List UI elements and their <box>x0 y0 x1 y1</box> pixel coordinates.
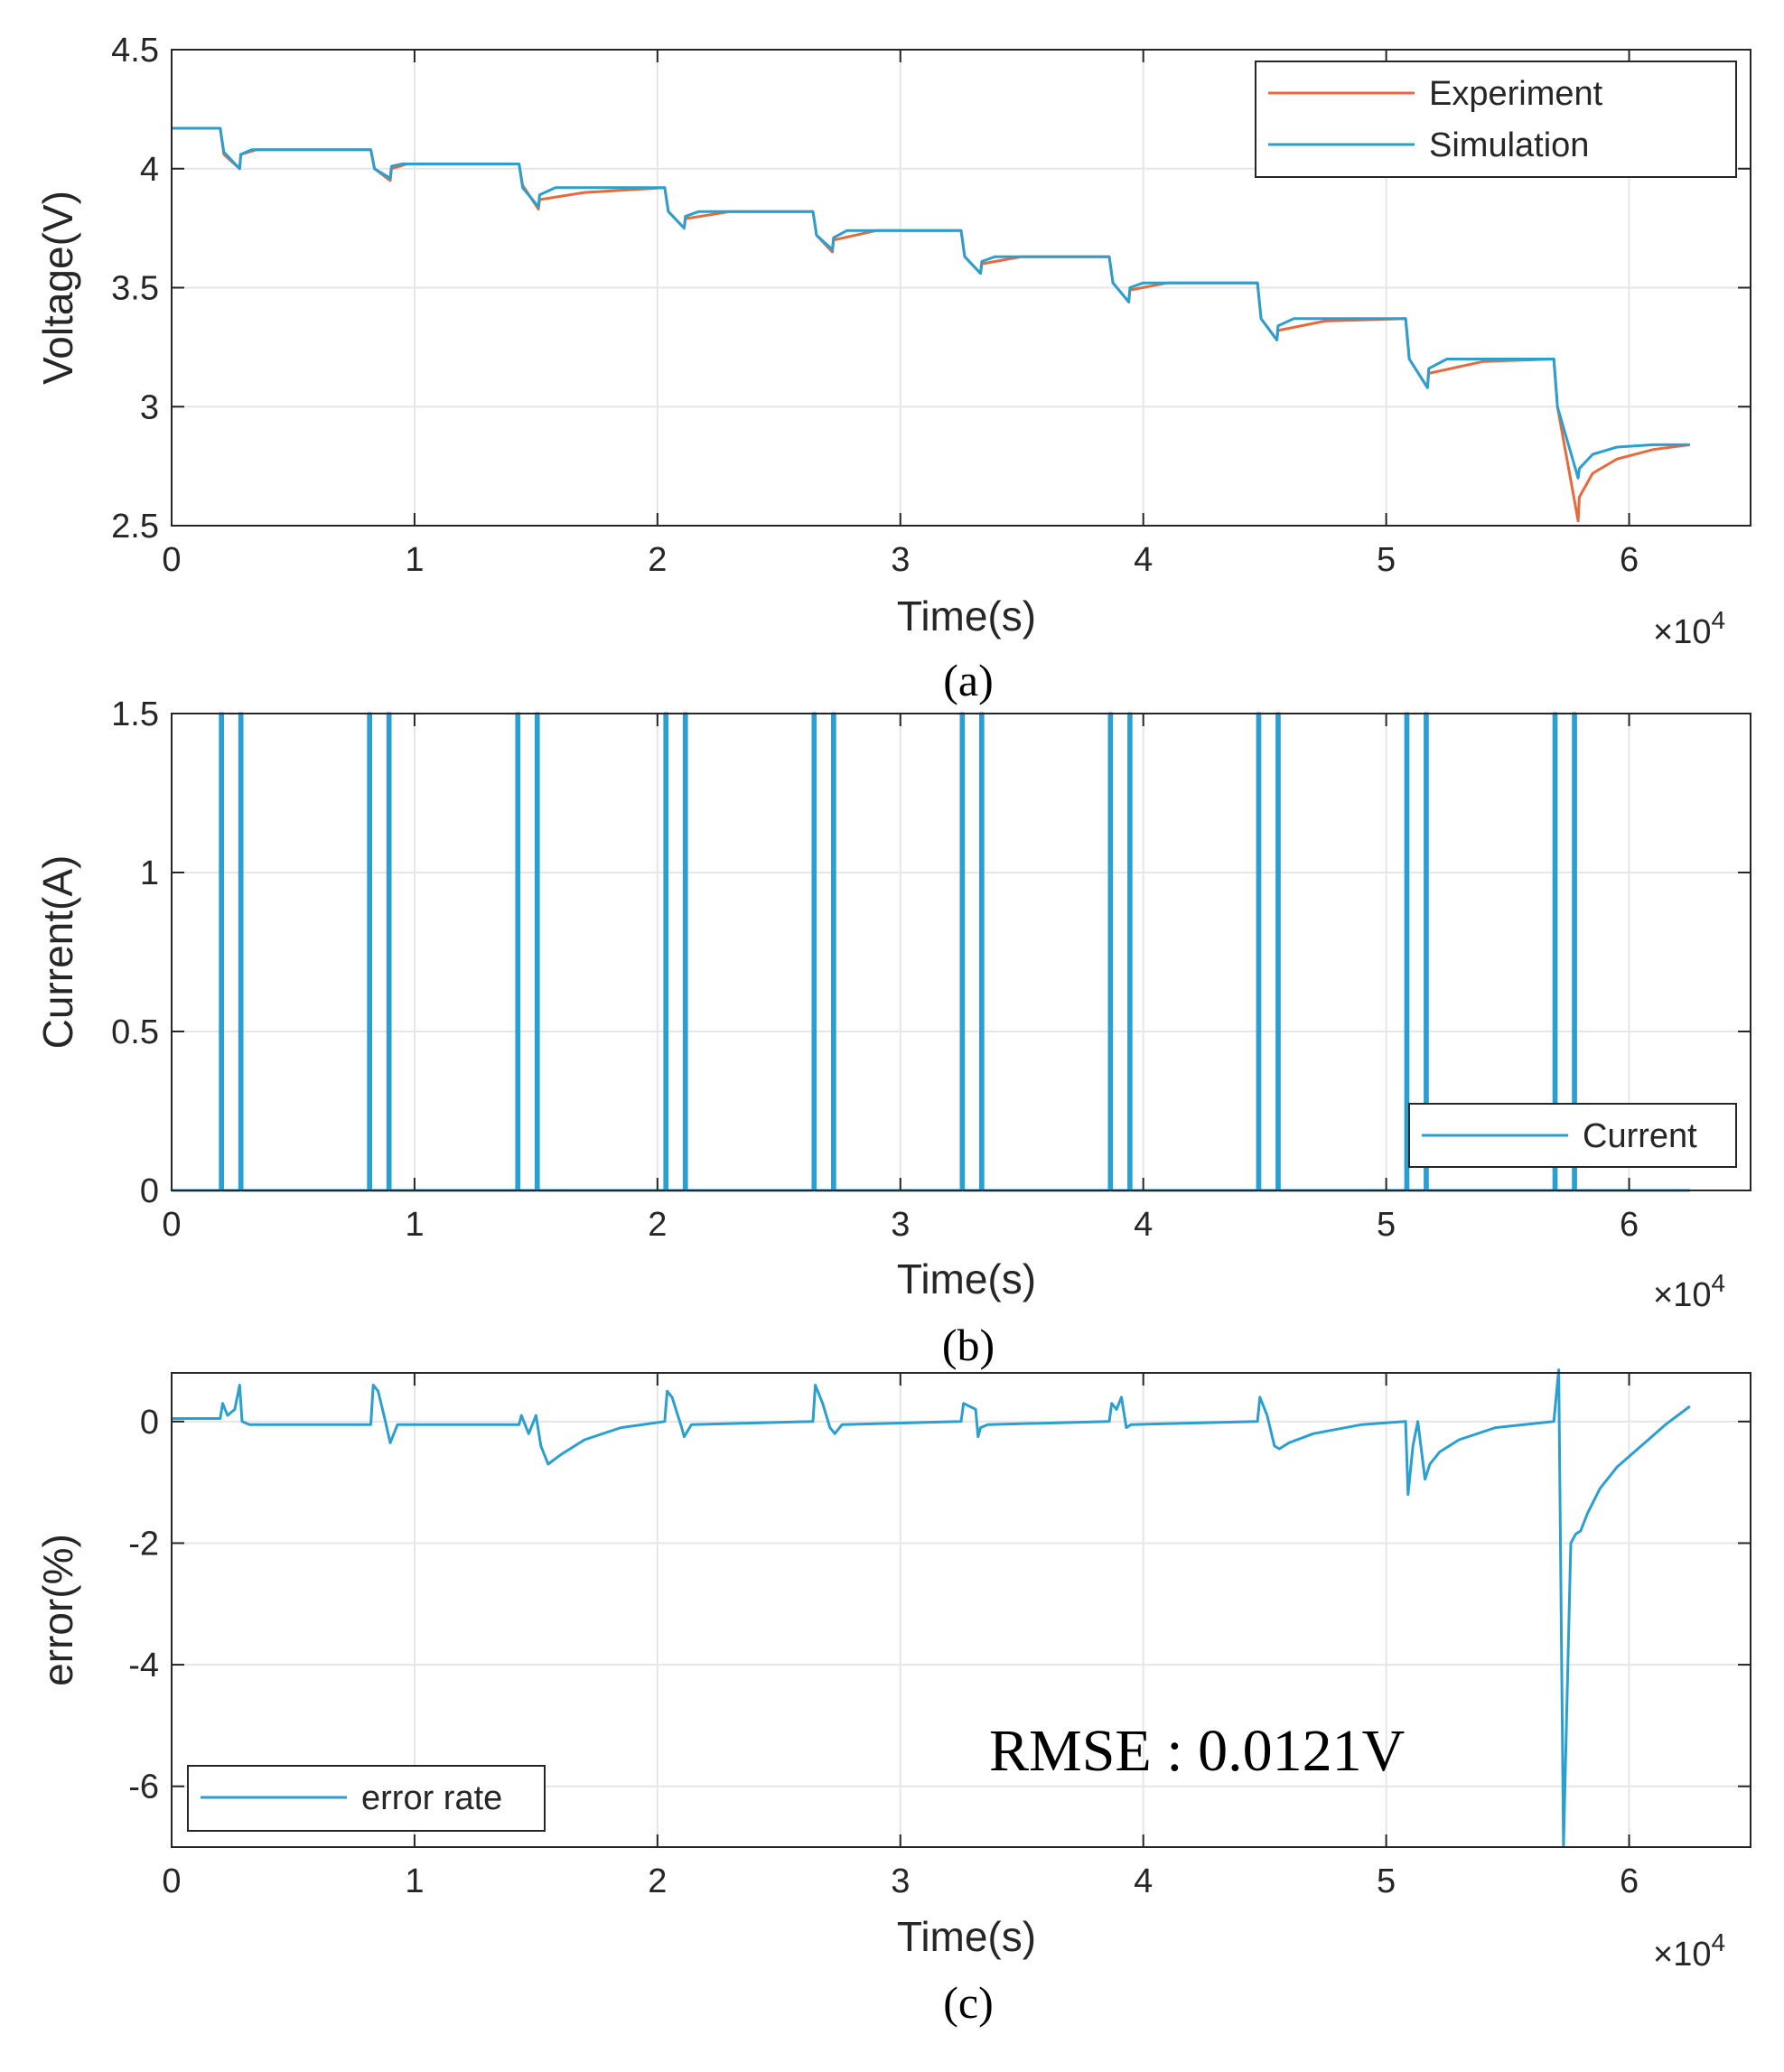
x-tick-label: 1 <box>405 541 424 579</box>
x-tick-label: 3 <box>891 1206 910 1244</box>
legend-label: Experiment <box>1429 75 1603 113</box>
y-tick-label: 0.5 <box>111 1013 159 1051</box>
y-axis-label: Current(A) <box>34 855 81 1050</box>
x-tick-label: 4 <box>1134 541 1153 579</box>
x-tick-label: 4 <box>1134 1862 1153 1900</box>
y-tick-label: 3.5 <box>111 270 159 308</box>
axes-frame-c <box>171 1372 1751 1848</box>
x-tick-label: 5 <box>1377 541 1396 579</box>
y-tick-label: -6 <box>128 1769 159 1806</box>
y-tick-label: 0 <box>140 1404 159 1442</box>
x-tick-label: 5 <box>1377 1206 1396 1244</box>
y-tick-label: 0 <box>140 1172 159 1210</box>
x-tick-label: 3 <box>891 541 910 579</box>
x-tick-label: 6 <box>1620 1206 1639 1244</box>
legend-box <box>1408 1103 1737 1168</box>
x-tick-label: 6 <box>1620 541 1639 579</box>
x-exponent-power: 4 <box>1711 1269 1725 1297</box>
x-tick-label: 4 <box>1134 1206 1153 1244</box>
series-line-error-rate <box>172 1368 1691 1848</box>
figure-caption: (b) <box>942 1320 995 1370</box>
y-tick-label: 3 <box>140 388 159 426</box>
x-axis-label: Time(s) <box>897 593 1036 639</box>
y-tick-label: -2 <box>128 1525 159 1563</box>
x-tick-label: 3 <box>891 1862 910 1900</box>
x-axis-label: Time(s) <box>897 1913 1036 1960</box>
rmse-annotation: RMSE : 0.0121V <box>989 1718 1405 1784</box>
legend-label: Current <box>1583 1117 1697 1155</box>
figure-caption: (c) <box>943 1977 994 2028</box>
x-tick-label: 0 <box>162 1206 181 1244</box>
legend-label: Simulation <box>1429 126 1589 164</box>
x-tick-label: 6 <box>1620 1862 1639 1900</box>
figure-caption: (a) <box>943 655 994 705</box>
y-tick-label: -4 <box>128 1647 159 1685</box>
x-tick-label: 2 <box>648 1862 667 1900</box>
x-axis-label: Time(s) <box>897 1255 1036 1302</box>
x-tick-label: 0 <box>162 541 181 579</box>
y-axis-label: Voltage(V) <box>34 191 81 385</box>
x-exponent-power: 4 <box>1711 1928 1725 1956</box>
legend-label: error rate <box>361 1779 502 1817</box>
y-tick-label: 1.5 <box>111 695 159 733</box>
legend-box <box>1255 61 1737 178</box>
y-tick-label: 4.5 <box>111 32 159 70</box>
x-exponent-power: 4 <box>1711 606 1725 634</box>
x-tick-label: 0 <box>162 1862 181 1900</box>
y-tick-label: 2.5 <box>111 508 159 546</box>
axes-frame-b <box>171 713 1751 1191</box>
series-line-simulation <box>172 126 1690 480</box>
y-tick-label: 4 <box>140 151 159 189</box>
y-axis-label: error(%) <box>34 1534 81 1686</box>
x-tick-label: 2 <box>648 541 667 579</box>
x-tick-label: 1 <box>405 1206 424 1244</box>
x-tick-label: 5 <box>1377 1862 1396 1900</box>
y-tick-label: 1 <box>140 854 159 892</box>
x-tick-label: 2 <box>648 1206 667 1244</box>
x-tick-label: 1 <box>405 1862 424 1900</box>
